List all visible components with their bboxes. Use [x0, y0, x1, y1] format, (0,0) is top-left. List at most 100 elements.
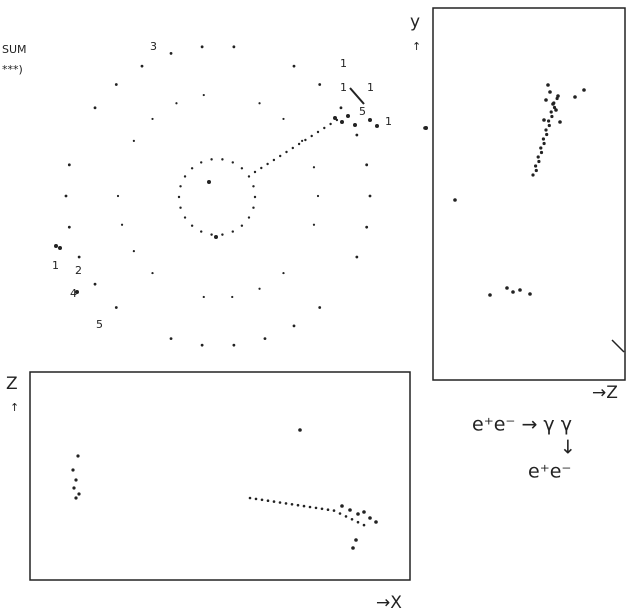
- hit-dot: [254, 196, 256, 198]
- hit-dot: [315, 507, 318, 510]
- hit-dot: [258, 102, 260, 104]
- hit-dot: [68, 163, 71, 166]
- hit-dot: [545, 133, 548, 136]
- hit-dot: [542, 118, 546, 122]
- hit-dot: [54, 244, 58, 248]
- hit-dot: [345, 515, 348, 518]
- hit-dot: [248, 175, 250, 177]
- hit-dot: [558, 120, 562, 124]
- hit-dot: [573, 95, 577, 99]
- hit-dot: [374, 520, 378, 524]
- hit-dot: [317, 195, 319, 197]
- hit-dot: [285, 502, 288, 505]
- hit-dot: [318, 306, 321, 309]
- hit-dot: [75, 290, 79, 294]
- hit-dot: [279, 501, 282, 504]
- hit-dot: [74, 478, 77, 481]
- hit-dot: [151, 272, 153, 274]
- hit-dot: [540, 151, 543, 154]
- hit-dot: [323, 127, 325, 129]
- hit-dot: [547, 119, 550, 122]
- zx-axis-horizontal: →X: [376, 593, 402, 613]
- hit-dot: [298, 428, 302, 432]
- hit-dot: [333, 509, 336, 512]
- hit-dot: [505, 286, 509, 290]
- hit-dot: [351, 518, 354, 521]
- hit-dot: [354, 538, 358, 542]
- hit-dot: [282, 118, 284, 120]
- hit-dot: [327, 508, 330, 511]
- hit-dot: [318, 83, 321, 86]
- hit-dot: [231, 296, 233, 298]
- hit-dot: [133, 140, 135, 142]
- hit-dot: [252, 207, 254, 209]
- hit-dot: [201, 45, 204, 48]
- hit-dot: [78, 256, 81, 259]
- hit-dot: [535, 169, 538, 172]
- hit-dot: [550, 115, 553, 118]
- hit-dot: [261, 499, 264, 502]
- hit-dot: [210, 158, 212, 160]
- yz-axis-vertical: y: [410, 12, 420, 32]
- hit-label: 1: [367, 81, 374, 94]
- track-segment: [612, 340, 624, 352]
- hit-dot: [297, 504, 300, 507]
- hit-dot: [184, 175, 186, 177]
- hit-dot: [368, 516, 372, 520]
- hit-label: 1: [340, 57, 347, 70]
- hit-dot: [71, 468, 74, 471]
- hit-dot: [368, 118, 372, 122]
- event-display: SUM ***) y ↑ →Z Z ↑ →X e⁺e⁻ → γ γ ↓ e⁺e⁻…: [0, 0, 643, 613]
- hit-dot: [191, 167, 193, 169]
- yz-arrow: ↑: [412, 40, 421, 53]
- hit-dot: [117, 195, 119, 197]
- hit-dot: [179, 185, 181, 187]
- hit-dot: [313, 224, 315, 226]
- hit-dot: [369, 195, 372, 198]
- hit-dot: [201, 344, 204, 347]
- hit-label: 2: [75, 264, 82, 277]
- hit-dot: [258, 288, 260, 290]
- hit-dot: [365, 226, 368, 229]
- hit-dot: [210, 233, 212, 235]
- hit-dot: [375, 124, 379, 128]
- hit-dot: [362, 510, 366, 514]
- hit-dot: [248, 216, 250, 218]
- hit-dot: [170, 52, 173, 55]
- hit-dot: [548, 124, 551, 127]
- hit-dot: [184, 216, 186, 218]
- hit-dot: [365, 163, 368, 166]
- hit-dot: [72, 486, 75, 489]
- hit-dot: [537, 155, 540, 158]
- hit-dot: [453, 198, 457, 202]
- hit-dot: [531, 173, 534, 176]
- yz-axis-horizontal: →Z: [592, 383, 618, 403]
- hit-dot: [273, 500, 276, 503]
- hit-dot: [329, 123, 331, 125]
- hit-dot: [348, 508, 352, 512]
- yz-view-frame: [433, 8, 625, 380]
- hit-dot: [339, 512, 342, 515]
- hit-dot: [518, 288, 522, 292]
- hit-dot: [355, 134, 358, 137]
- reaction-arrow: ↓: [560, 437, 576, 459]
- hit-dot: [241, 225, 243, 227]
- hit-dot: [346, 114, 350, 118]
- hit-dot: [351, 546, 355, 550]
- hit-dot: [141, 65, 144, 68]
- reaction-line2: e⁺e⁻: [528, 461, 571, 483]
- hit-dot: [582, 88, 586, 92]
- hit-dot: [68, 226, 71, 229]
- hit-dot: [292, 147, 294, 149]
- zx-arrow: ↑: [10, 401, 19, 414]
- hit-dot: [304, 139, 306, 141]
- zx-axis-vertical: Z: [6, 374, 18, 394]
- reaction-line1: e⁺e⁻ → γ γ: [472, 414, 572, 436]
- hit-dot: [356, 512, 360, 516]
- hit-dot: [539, 146, 542, 149]
- hit-dot: [76, 454, 79, 457]
- sum-sublabel: ***): [2, 63, 23, 76]
- hit-dot: [178, 196, 180, 198]
- hit-dot: [556, 94, 560, 98]
- hit-dot: [340, 504, 344, 508]
